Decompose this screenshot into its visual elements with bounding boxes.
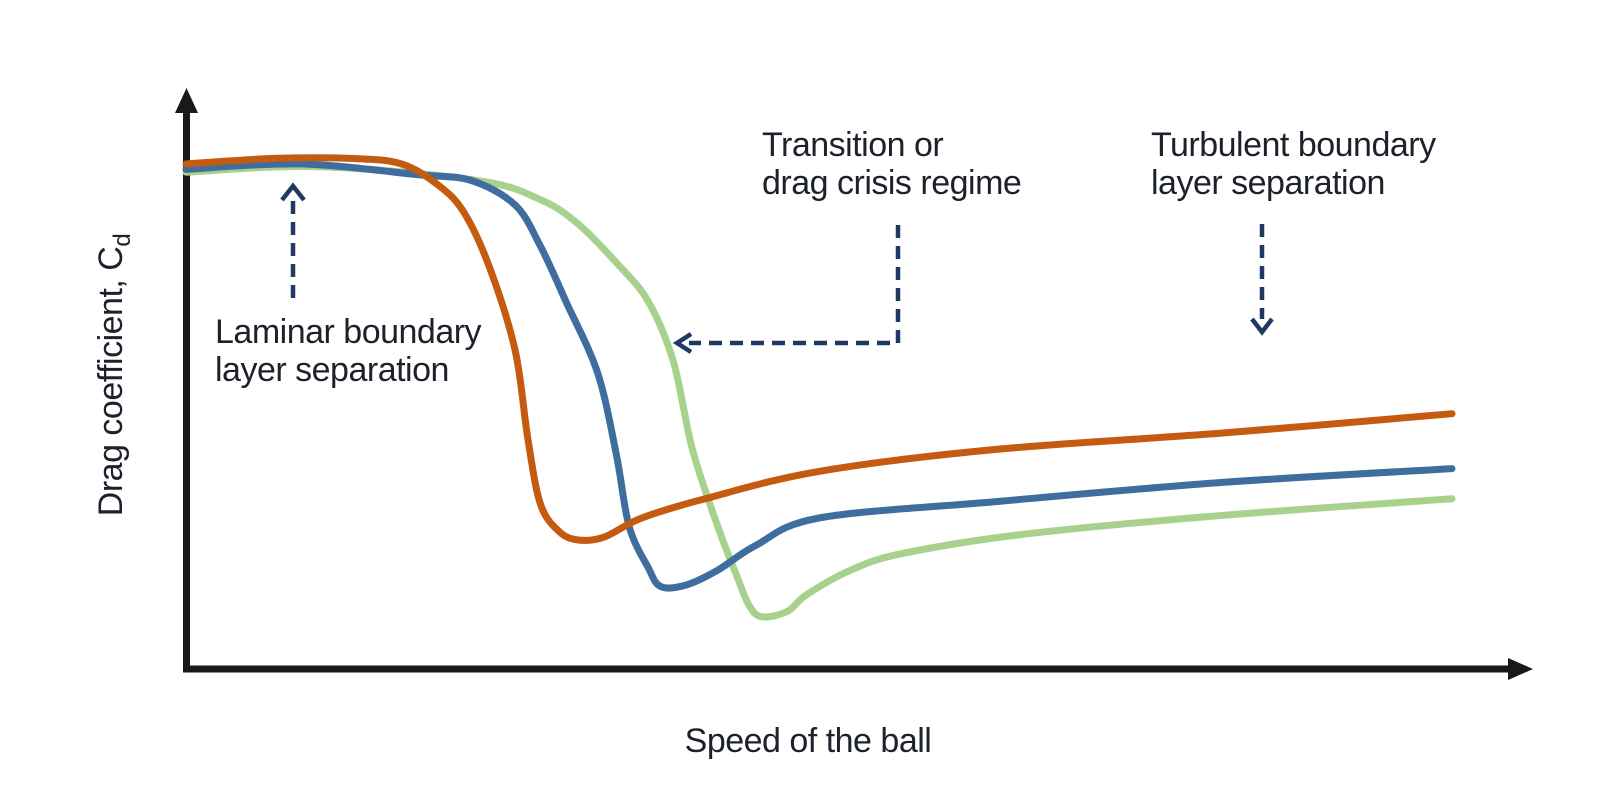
turbulent-arrow-down-icon	[1250, 317, 1274, 336]
green-curve	[182, 162, 1456, 621]
annotation-laminar: Laminar boundary layer separation	[215, 313, 482, 389]
y-axis-label: Drag coefficient, Cd	[92, 205, 142, 545]
annotation-laminar-line1: Laminar boundary	[215, 313, 482, 351]
blue-curve	[182, 160, 1456, 592]
annotation-transition: Transition or drag crisis regime	[762, 126, 1022, 202]
turbulent-annotation-arrow	[1250, 224, 1274, 336]
x-axis-arrow-icon	[1508, 658, 1533, 680]
annotation-transition-line1: Transition or	[762, 126, 944, 164]
y-axis-arrow-icon	[175, 88, 198, 113]
annotation-turbulent-line1: Turbulent boundary	[1151, 126, 1436, 164]
transition-arrow-shaft	[689, 225, 901, 346]
y-axis-label-main: Drag coefficient, C	[92, 246, 131, 517]
transition-arrow-left-icon	[672, 332, 693, 354]
annotation-laminar-line2: layer separation	[215, 351, 449, 389]
y-axis-label-text: Drag coefficient, Cd	[92, 234, 142, 516]
laminar-arrow-up-icon	[280, 182, 306, 202]
annotation-turbulent: Turbulent boundary layer separation	[1151, 126, 1436, 202]
x-axis-label: Speed of the ball	[684, 722, 932, 760]
transition-annotation-arrow	[672, 225, 901, 354]
laminar-annotation-arrow	[280, 182, 306, 298]
annotation-transition-line2: drag crisis regime	[762, 164, 1022, 202]
annotation-turbulent-line2: layer separation	[1151, 164, 1385, 202]
orange-curve	[182, 154, 1456, 544]
y-axis-label-subscript: d	[108, 233, 136, 247]
